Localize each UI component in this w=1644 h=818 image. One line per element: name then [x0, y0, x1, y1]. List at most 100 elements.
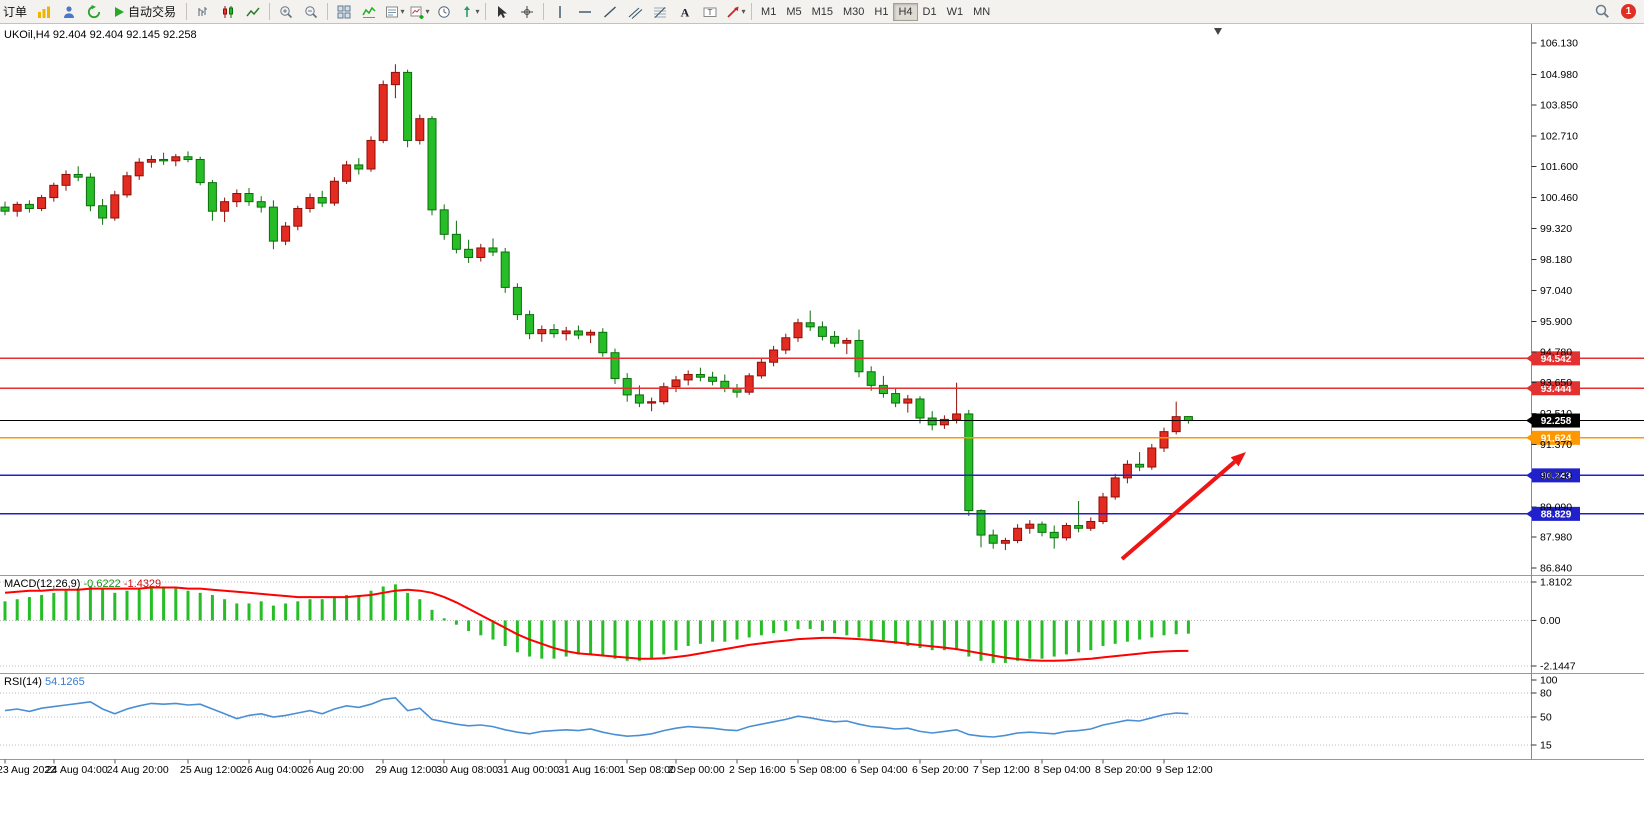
- timeframe-h4[interactable]: H4: [893, 2, 918, 21]
- timeframe-m5[interactable]: M5: [781, 3, 806, 21]
- svg-text:-2.1447: -2.1447: [1540, 661, 1576, 673]
- label-button[interactable]: T: [698, 1, 722, 22]
- svg-text:100: 100: [1540, 675, 1558, 687]
- chart-window[interactable]: 94.542 93.444 92.258 91.624 90.243 88.829 106.…: [0, 24, 1644, 818]
- svg-text:8 Sep 20:00: 8 Sep 20:00: [1095, 764, 1152, 776]
- svg-text:93.444: 93.444: [1541, 384, 1572, 395]
- svg-text:30 Aug 08:00: 30 Aug 08:00: [436, 764, 498, 776]
- autotrade-button[interactable]: 自动交易: [107, 1, 182, 22]
- chevron-down-icon: ▾: [400, 6, 405, 16]
- svg-text:6 Sep 04:00: 6 Sep 04:00: [851, 764, 908, 776]
- svg-text:86.840: 86.840: [1540, 563, 1572, 575]
- notification-badge[interactable]: 1: [1621, 4, 1636, 19]
- cursor-icon: [498, 5, 508, 18]
- fibonacci-button[interactable]: [648, 1, 672, 22]
- vertical-line-icon: [559, 5, 561, 18]
- svg-text:93.650: 93.650: [1540, 377, 1572, 389]
- timeframe-d1[interactable]: D1: [918, 3, 942, 21]
- search-button[interactable]: [1590, 1, 1614, 22]
- indicators-button[interactable]: [357, 1, 381, 22]
- cursor-button[interactable]: [490, 1, 514, 22]
- svg-text:91.370: 91.370: [1540, 439, 1572, 451]
- macd-signal-line: [4, 586, 1189, 662]
- market-watch-button[interactable]: [82, 1, 106, 22]
- candlestick-button[interactable]: [216, 1, 240, 22]
- svg-text:99.320: 99.320: [1540, 223, 1572, 235]
- svg-text:5 Sep 08:00: 5 Sep 08:00: [790, 764, 847, 776]
- zoom-out-button[interactable]: [299, 1, 323, 22]
- timeframe-m1[interactable]: M1: [756, 3, 781, 21]
- trend-arrow-object[interactable]: [1120, 452, 1246, 561]
- horizontal-line-button[interactable]: [573, 1, 597, 22]
- svg-text:80: 80: [1540, 688, 1552, 700]
- svg-text:26 Aug 20:00: 26 Aug 20:00: [302, 764, 364, 776]
- timeframe-m15[interactable]: M15: [807, 3, 838, 21]
- profile-icon: [64, 5, 75, 18]
- timeframe-m30[interactable]: M30: [838, 3, 869, 21]
- line-chart-button[interactable]: [241, 1, 265, 22]
- new-chart-button[interactable]: ▾: [407, 1, 431, 22]
- new-order-button[interactable]: [32, 1, 56, 22]
- timeframe-w1[interactable]: W1: [942, 3, 969, 21]
- pane-separators[interactable]: [0, 24, 1644, 760]
- svg-text:87.980: 87.980: [1540, 531, 1572, 543]
- bar-chart-button[interactable]: [191, 1, 215, 22]
- svg-text:0.00: 0.00: [1540, 615, 1561, 627]
- templates-button[interactable]: ▾: [382, 1, 406, 22]
- price-axis[interactable]: 106.130 104.980 103.850 102.710 101.600 100.4…: [1531, 38, 1579, 575]
- svg-text:T: T: [707, 7, 712, 17]
- toolbar-separator: [269, 3, 271, 20]
- svg-text:94.780: 94.780: [1540, 346, 1572, 358]
- toolbar-separator: [327, 3, 329, 20]
- svg-text:103.850: 103.850: [1540, 100, 1578, 112]
- svg-text:1 Sep 08:00: 1 Sep 08:00: [619, 764, 676, 776]
- order-menu[interactable]: 订单: [3, 5, 28, 19]
- trendline-icon: [604, 5, 617, 18]
- arrows-button[interactable]: ▾: [723, 1, 747, 22]
- horizontal-line-icon: [579, 10, 592, 13]
- svg-text:92.258: 92.258: [1541, 416, 1572, 427]
- channel-button[interactable]: [623, 1, 647, 22]
- chart-canvas[interactable]: 94.54293.44492.25891.62490.24388.829106.…: [0, 24, 1644, 818]
- search-icon: [1595, 4, 1609, 18]
- toolbar-separator: [543, 3, 545, 20]
- arrows-icon: [726, 6, 739, 18]
- trendline-button[interactable]: [598, 1, 622, 22]
- svg-text:1.8102: 1.8102: [1540, 577, 1572, 589]
- timeframe-mn[interactable]: MN: [968, 3, 995, 21]
- svg-text:31 Aug 00:00: 31 Aug 00:00: [497, 764, 559, 776]
- svg-text:91.624: 91.624: [1541, 433, 1572, 444]
- svg-text:25 Aug 12:00: 25 Aug 12:00: [180, 764, 242, 776]
- chevron-down-icon: ▾: [475, 6, 480, 16]
- profile-button[interactable]: [57, 1, 81, 22]
- svg-text:95.900: 95.900: [1540, 316, 1572, 328]
- svg-text:101.600: 101.600: [1540, 161, 1578, 173]
- svg-text:23 Aug 2022: 23 Aug 2022: [0, 764, 56, 776]
- svg-text:7 Sep 12:00: 7 Sep 12:00: [973, 764, 1030, 776]
- svg-text:90.230: 90.230: [1540, 470, 1572, 482]
- svg-text:89.090: 89.090: [1540, 501, 1572, 513]
- text-icon: A: [681, 5, 690, 19]
- toolbar-separator: [186, 3, 188, 20]
- crosshair-button[interactable]: [515, 1, 539, 22]
- zoom-in-button[interactable]: [274, 1, 298, 22]
- svg-text:26 Aug 04:00: 26 Aug 04:00: [241, 764, 303, 776]
- chart-shift-button[interactable]: ▾: [457, 1, 481, 22]
- period-button[interactable]: [432, 1, 456, 22]
- timeframe-h1[interactable]: H1: [869, 3, 893, 21]
- channel-icon: [628, 7, 643, 19]
- tile-windows-button[interactable]: [332, 1, 356, 22]
- fibonacci-icon: [654, 6, 667, 18]
- svg-text:90.243: 90.243: [1541, 471, 1572, 482]
- text-button[interactable]: A: [673, 1, 697, 22]
- chart-shift-marker[interactable]: [1214, 28, 1222, 35]
- indicators-icon: [362, 6, 376, 18]
- chart-shift-icon: [463, 5, 470, 17]
- toolbar-separator: [485, 3, 487, 20]
- horizontal-line-objects[interactable]: 94.542 93.444 92.258 91.624 90.243 88.829: [0, 351, 1644, 521]
- vertical-line-button[interactable]: [548, 1, 572, 22]
- svg-text:88.829: 88.829: [1541, 509, 1572, 520]
- new-chart-icon: [410, 6, 424, 19]
